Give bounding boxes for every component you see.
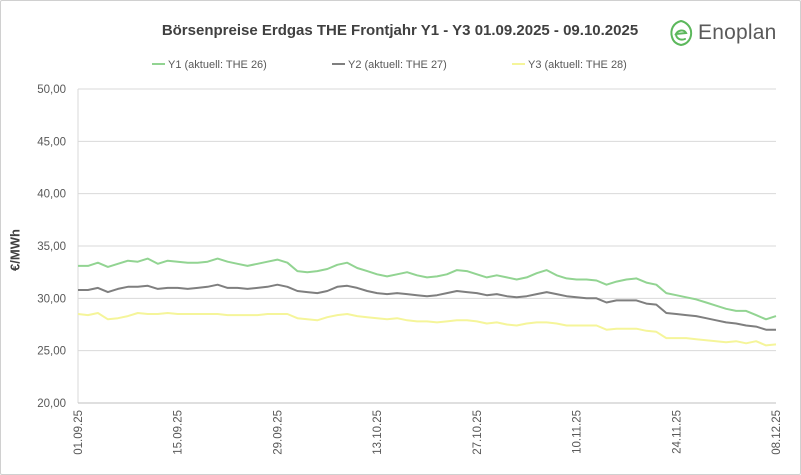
x-tick-labels: 01.09.25 15.09.25 29.09.25 13.10.25 27.10.25… — [73, 410, 783, 455]
y-tick-labels: 20,00 25,00 30,00 35,00 40,00 45,00 50,00 — [37, 84, 66, 410]
legend-label: Y1 (aktuell: THE 26) — [168, 59, 267, 71]
series-line-y2 — [78, 283, 776, 331]
legend-label: Y2 (aktuell: THE 27) — [348, 59, 447, 71]
x-tick-label: 08.12.25 — [771, 410, 783, 455]
brand-logo: Enoplan — [668, 18, 776, 48]
chart-title: Börsenpreise Erdgas THE Frontjahr Y1 - Y… — [161, 22, 639, 39]
x-tick-label: 29.09.25 — [272, 410, 284, 455]
x-tick-label: 24.11.25 — [671, 410, 683, 454]
y-tick-label: 45,00 — [37, 136, 66, 148]
y-tick-label: 50,00 — [37, 84, 66, 96]
y-axis-label: €/MWh — [7, 229, 23, 271]
legend: Y1 (aktuell: THE 26) Y2 (aktuell: THE 27)… — [152, 59, 627, 71]
series-lines — [77, 257, 777, 347]
series-line-y3 — [77, 312, 777, 347]
x-tick-label: 13.10.25 — [372, 410, 384, 455]
x-tick-label: 27.10.25 — [472, 410, 484, 455]
y-tick-label: 25,00 — [37, 346, 66, 358]
x-tick-label: 01.09.25 — [73, 410, 85, 455]
y-tick-label: 30,00 — [37, 293, 66, 305]
x-tick-label: 15.09.25 — [173, 410, 185, 455]
y-tick-label: 20,00 — [37, 398, 66, 410]
grid-lines — [77, 88, 776, 404]
y-tick-label: 35,00 — [37, 241, 66, 253]
brand-name: Enoplan — [698, 21, 777, 44]
series-line-y1 — [78, 257, 777, 321]
legend-label: Y3 (aktuell: THE 28) — [528, 59, 627, 71]
leaf-e-icon — [670, 19, 693, 47]
y-tick-label: 40,00 — [37, 189, 66, 201]
x-tick-label: 10.11.25 — [572, 410, 584, 454]
